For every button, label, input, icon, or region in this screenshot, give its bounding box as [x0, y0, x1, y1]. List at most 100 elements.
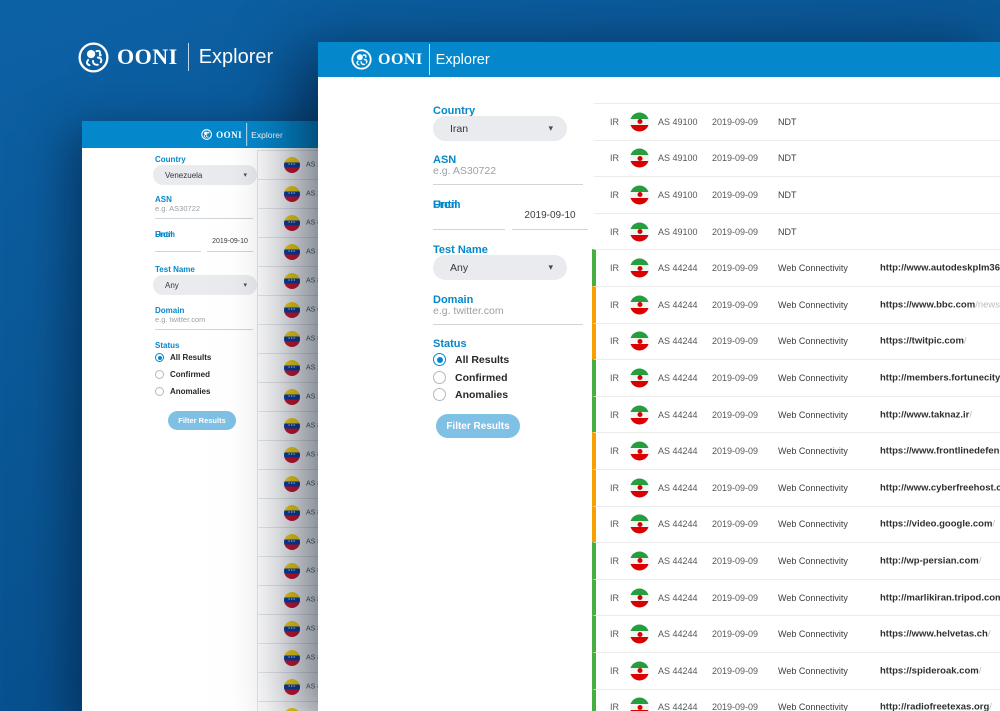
until-label: Until — [433, 199, 458, 211]
test-name: Web Connectivity — [778, 409, 848, 420]
country-flag-icon — [630, 588, 649, 608]
radio-icon — [433, 388, 446, 401]
measured-url[interactable]: https://www.frontlinedefenders.or…/ — [880, 445, 1000, 457]
logo-divider — [428, 44, 430, 75]
country-flag-icon — [284, 215, 300, 231]
measurement-date: 2019-09-09 — [712, 555, 759, 566]
from-date-input[interactable] — [433, 210, 505, 230]
country-flag-icon — [630, 258, 649, 278]
measured-url[interactable]: https://twitpic.com/ — [880, 335, 967, 347]
measured-url[interactable]: http://radiofreetexas.org/ — [880, 701, 992, 711]
measurement-date: 2019-09-09 — [712, 629, 759, 640]
measurement-row[interactable]: IR AS 44244 2019-09-09 Web Connectivity … — [592, 285, 1000, 323]
radio-all-results[interactable]: All Results — [155, 353, 211, 362]
asn-value: AS 44244 — [658, 702, 698, 711]
measured-url[interactable]: http://www.autodeskplm360.com/ — [880, 262, 1000, 274]
measured-url[interactable]: http://members.fortunecity.com/ — [880, 372, 1000, 384]
radio-all-results[interactable]: All Results — [433, 353, 509, 366]
measurement-row[interactable]: IR AS 44244 2019-09-09 Web Connectivity … — [592, 578, 1000, 616]
domain-label: Domain — [155, 306, 185, 315]
measurement-row[interactable]: IR AS 44244 2019-09-09 Web Connectivity … — [592, 359, 1000, 396]
test-name: Web Connectivity — [778, 629, 848, 640]
country-select[interactable]: Iran ▾ — [433, 116, 567, 141]
test-name: Web Connectivity — [778, 702, 848, 711]
measurement-row[interactable]: IR AS 44244 2019-09-09 Web Connectivity … — [592, 505, 1000, 543]
measured-url[interactable]: http://marlikiran.tripod.com/ — [880, 592, 1000, 604]
measurement-row[interactable]: IR AS 44244 2019-09-09 Web Connectivity … — [592, 468, 1000, 506]
measured-url[interactable]: https://video.google.com/ — [880, 518, 996, 530]
measured-url[interactable]: https://www.helvetas.ch/ — [880, 628, 991, 640]
main-header-logo[interactable]: OONI Explorer — [351, 42, 490, 77]
small-header-logo[interactable]: OONI Explorer — [201, 121, 283, 148]
from-date-input[interactable] — [155, 238, 201, 252]
country-code: IR — [610, 336, 619, 347]
country-flag-icon — [284, 679, 300, 695]
test-name: Web Connectivity — [778, 519, 848, 530]
measurement-date: 2019-09-09 — [712, 153, 759, 164]
measurement-date: 2019-09-09 — [712, 702, 759, 711]
test-name: NDT — [778, 153, 797, 164]
measurement-row[interactable]: IR AS 49100 2019-09-09 NDT — [592, 139, 1000, 177]
country-flag-icon — [630, 185, 649, 205]
measurement-row[interactable]: IR AS 49100 2019-09-09 NDT — [592, 212, 1000, 250]
test-name-select[interactable]: Any ▾ — [433, 255, 567, 280]
asn-value: AS 49100 — [658, 189, 698, 200]
measured-url[interactable]: http://www.cyberfreehost.com/ — [880, 482, 1000, 494]
radio-confirmed[interactable]: Confirmed — [433, 371, 508, 384]
asn-input[interactable]: e.g. AS30722 — [155, 204, 253, 219]
measurement-row[interactable]: IR AS 44244 2019-09-09 Web Connectivity … — [592, 249, 1000, 286]
country-code: IR — [610, 372, 619, 383]
measurement-row[interactable]: IR AS 44244 2019-09-09 Web Connectivity … — [592, 322, 1000, 360]
measurement-row[interactable]: IR AS 49100 2019-09-09 NDT — [592, 103, 1000, 140]
domain-input[interactable]: e.g. twitter.com — [433, 305, 583, 325]
asn-label: ASN — [433, 154, 457, 166]
domain-input[interactable]: e.g. twitter.com — [155, 315, 253, 330]
measurement-date: 2019-09-09 — [712, 336, 759, 347]
measured-url[interactable]: http://wp-persian.com/ — [880, 555, 982, 567]
measured-url[interactable]: https://www.bbc.com/news — [880, 299, 1000, 311]
asn-value: AS 49100 — [658, 116, 698, 127]
until-date-input[interactable]: 2019-09-10 — [512, 210, 588, 230]
measurement-row[interactable]: IR AS 44244 2019-09-09 Web Connectivity … — [592, 432, 1000, 469]
asn-value: AS 44244 — [658, 409, 698, 420]
ooni-octopus-icon — [78, 41, 109, 73]
country-flag-icon — [630, 551, 649, 571]
radio-icon — [155, 370, 164, 379]
test-name: Web Connectivity — [778, 299, 848, 310]
country-code: IR — [610, 263, 619, 274]
country-flag-icon — [284, 650, 300, 666]
country-flag-icon — [284, 418, 300, 434]
test-name-value: Any — [450, 261, 469, 274]
country-flag-icon — [284, 244, 300, 260]
measurement-date: 2019-09-09 — [712, 665, 759, 676]
measurement-row[interactable]: IR AS 44244 2019-09-09 Web Connectivity … — [592, 688, 1000, 711]
radio-anomalies[interactable]: Anomalies — [433, 388, 508, 401]
measurement-row[interactable]: IR AS 44244 2019-09-09 Web Connectivity … — [592, 395, 1000, 433]
filter-results-button[interactable]: Filter Results — [168, 411, 236, 430]
country-code: IR — [610, 189, 619, 200]
radio-label: Anomalies — [170, 387, 211, 396]
asn-value: AS 44244 — [658, 519, 698, 530]
ooni-octopus-icon — [351, 49, 372, 70]
measured-url[interactable]: http://www.taknaz.ir/ — [880, 409, 973, 421]
measurement-row[interactable]: IR AS 44244 2019-09-09 Web Connectivity … — [592, 651, 1000, 689]
radio-anomalies[interactable]: Anomalies — [155, 387, 210, 396]
measurement-row[interactable]: IR AS 49100 2019-09-09 NDT — [592, 176, 1000, 213]
test-name-select[interactable]: Any ▾ — [153, 275, 257, 295]
country-value: Venezuela — [165, 170, 203, 180]
measurement-row[interactable]: IR AS 44244 2019-09-09 Web Connectivity … — [592, 542, 1000, 579]
measurement-row[interactable]: IR AS 44244 2019-09-09 Web Connectivity … — [592, 615, 1000, 652]
brand-name: OONI — [216, 129, 243, 140]
measured-url[interactable]: https://spideroak.com/ — [880, 665, 982, 677]
measurement-date: 2019-09-09 — [712, 226, 759, 237]
radio-confirmed[interactable]: Confirmed — [155, 370, 210, 379]
filter-results-button[interactable]: Filter Results — [436, 414, 520, 438]
until-date-input[interactable]: 2019-09-10 — [207, 238, 253, 252]
country-flag-icon — [630, 222, 649, 242]
country-select[interactable]: Venezuela ▾ — [153, 165, 257, 185]
from-label: From — [433, 199, 461, 211]
asn-value: AS 44244 — [658, 555, 698, 566]
asn-value: AS 44244 — [658, 336, 698, 347]
asn-input[interactable]: e.g. AS30722 — [433, 165, 583, 185]
country-flag-icon — [284, 505, 300, 521]
